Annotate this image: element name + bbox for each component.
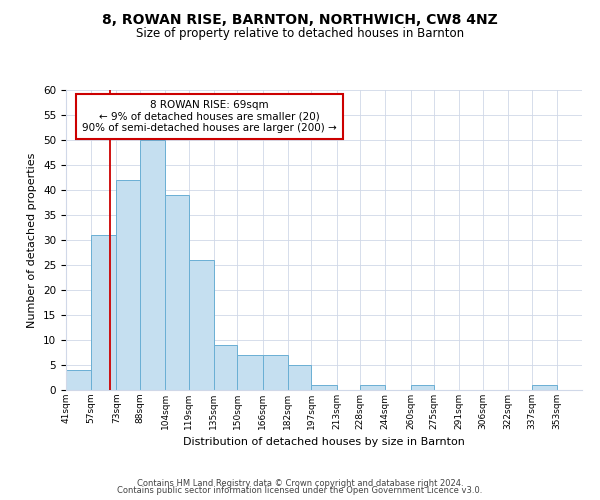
Y-axis label: Number of detached properties: Number of detached properties xyxy=(28,152,37,328)
Bar xyxy=(360,385,385,390)
X-axis label: Distribution of detached houses by size in Barnton: Distribution of detached houses by size … xyxy=(183,438,465,448)
Text: Size of property relative to detached houses in Barnton: Size of property relative to detached ho… xyxy=(136,28,464,40)
Bar xyxy=(214,345,238,390)
Bar xyxy=(263,355,288,390)
Text: 8 ROWAN RISE: 69sqm
← 9% of detached houses are smaller (20)
90% of semi-detache: 8 ROWAN RISE: 69sqm ← 9% of detached hou… xyxy=(82,100,337,133)
Bar xyxy=(238,355,263,390)
Bar xyxy=(410,385,434,390)
Text: Contains HM Land Registry data © Crown copyright and database right 2024.: Contains HM Land Registry data © Crown c… xyxy=(137,478,463,488)
Bar xyxy=(311,385,337,390)
Bar xyxy=(66,370,91,390)
Bar xyxy=(189,260,214,390)
Bar xyxy=(532,385,557,390)
Bar xyxy=(288,365,311,390)
Bar xyxy=(140,140,165,390)
Bar xyxy=(116,180,140,390)
Bar xyxy=(91,235,116,390)
Text: Contains public sector information licensed under the Open Government Licence v3: Contains public sector information licen… xyxy=(118,486,482,495)
Bar xyxy=(165,195,189,390)
Text: 8, ROWAN RISE, BARNTON, NORTHWICH, CW8 4NZ: 8, ROWAN RISE, BARNTON, NORTHWICH, CW8 4… xyxy=(102,12,498,26)
